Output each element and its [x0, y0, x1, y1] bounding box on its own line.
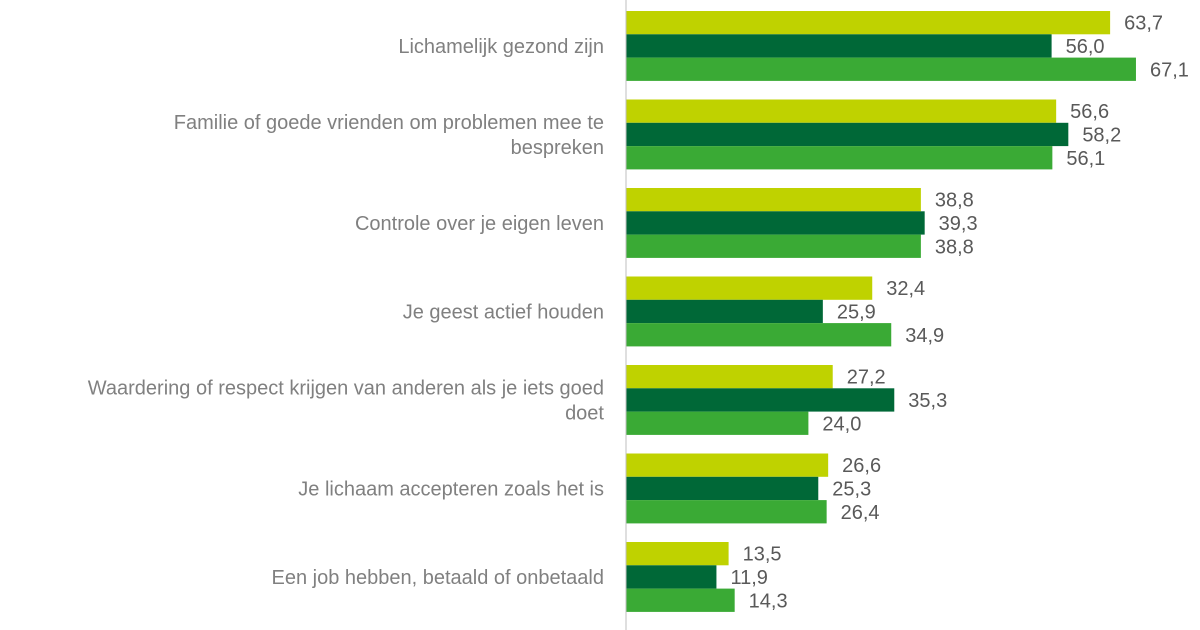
- category-label-line: doet: [565, 402, 604, 424]
- value-label: 56,1: [1066, 148, 1105, 170]
- bar-series-3: [626, 323, 892, 347]
- category-label: Controle over je eigen leven: [355, 213, 604, 235]
- value-label: 35,3: [908, 390, 947, 412]
- category-label: Je geest actief houden: [403, 301, 604, 323]
- category-label: Lichamelijk gezond zijn: [398, 36, 604, 58]
- bar-series-1: [626, 99, 1057, 123]
- value-label: 67,1: [1150, 59, 1189, 81]
- category-label-line: Je lichaam accepteren zoals het is: [298, 478, 604, 500]
- bar-series-1: [626, 276, 873, 300]
- category-label-line: bespreken: [511, 137, 604, 159]
- bar-series-1: [626, 542, 729, 566]
- bar-series-2: [626, 34, 1052, 58]
- value-label: 56,6: [1070, 101, 1109, 123]
- bars-layer: [626, 11, 1136, 612]
- value-label: 14,3: [749, 590, 788, 612]
- value-label: 13,5: [743, 544, 782, 566]
- bar-series-2: [626, 388, 895, 412]
- value-label: 38,8: [935, 236, 974, 258]
- value-label: 32,4: [886, 278, 925, 300]
- category-label-line: Familie of goede vrienden om problemen m…: [174, 112, 604, 134]
- bar-series-1: [626, 365, 833, 389]
- category-label-line: Lichamelijk gezond zijn: [398, 36, 604, 58]
- value-label: 24,0: [822, 413, 861, 435]
- bar-series-2: [626, 476, 819, 501]
- bar-series-1: [626, 453, 829, 477]
- bar-series-2: [626, 565, 717, 589]
- category-label-line: Je geest actief houden: [403, 301, 604, 323]
- bar-series-1: [626, 11, 1111, 35]
- value-label: 25,3: [832, 478, 871, 500]
- value-label: 34,9: [905, 325, 944, 347]
- value-label: 26,4: [841, 502, 880, 524]
- category-label: Je lichaam accepteren zoals het is: [298, 478, 604, 500]
- value-label: 11,9: [730, 567, 767, 589]
- bar-series-3: [626, 411, 809, 435]
- category-label-line: Een job hebben, betaald of onbetaald: [271, 567, 604, 589]
- category-label-line: Waardering of respect krijgen van andere…: [88, 377, 604, 399]
- bar-series-2: [626, 211, 925, 235]
- bar-series-1: [626, 188, 921, 212]
- value-label: 58,2: [1082, 124, 1121, 146]
- value-label: 38,8: [935, 190, 974, 212]
- bar-series-2: [626, 122, 1069, 147]
- category-label-line: Controle over je eigen leven: [355, 213, 604, 235]
- category-label: Familie of goede vrienden om problemen m…: [174, 112, 604, 159]
- bar-series-3: [626, 146, 1053, 170]
- labels-layer: Lichamelijk gezond zijn 63,7 56,0 67,1 Famil…: [88, 13, 1189, 613]
- bar-series-3: [626, 588, 735, 612]
- value-label: 56,0: [1066, 36, 1105, 58]
- value-label: 63,7: [1124, 13, 1163, 35]
- bar-series-3: [626, 234, 921, 258]
- value-label: 39,3: [939, 213, 978, 235]
- value-label: 26,6: [842, 455, 881, 477]
- category-label: Waardering of respect krijgen van andere…: [88, 377, 605, 424]
- bar-series-3: [626, 500, 827, 524]
- category-label: Een job hebben, betaald of onbetaald: [271, 567, 604, 589]
- value-label: 25,9: [837, 301, 876, 323]
- value-label: 27,2: [847, 367, 886, 389]
- bar-series-3: [626, 57, 1136, 81]
- bar-series-2: [626, 299, 823, 324]
